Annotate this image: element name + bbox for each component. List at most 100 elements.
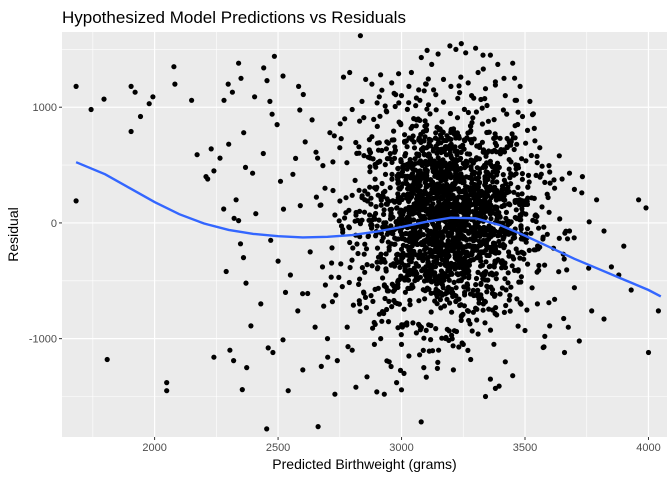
scatter-point	[552, 185, 558, 191]
scatter-point	[397, 264, 403, 270]
scatter-point	[589, 308, 595, 314]
scatter-point	[367, 184, 373, 190]
scatter-point	[440, 76, 447, 82]
scatter-point	[396, 100, 402, 106]
scatter-point	[268, 237, 274, 243]
scatter-point	[469, 328, 475, 334]
scatter-point	[398, 158, 404, 165]
scatter-point	[485, 277, 491, 283]
scatter-point	[427, 275, 433, 281]
scatter-point	[389, 304, 395, 310]
scatter-point	[357, 221, 363, 227]
scatter-point	[422, 296, 428, 302]
scatter-point	[422, 188, 428, 194]
scatter-point	[406, 204, 412, 210]
y-axis-ticks: -1000 0 1000	[29, 102, 62, 346]
scatter-point	[364, 374, 370, 380]
scatter-point	[425, 183, 431, 189]
scatter-point	[475, 69, 481, 76]
scatter-point	[531, 125, 537, 131]
scatter-point	[510, 235, 516, 241]
scatter-point	[510, 256, 517, 262]
scatter-point	[374, 259, 380, 265]
scatter-point	[374, 389, 380, 395]
scatter-point	[332, 212, 338, 218]
scatter-point	[383, 268, 389, 274]
scatter-point	[507, 175, 513, 181]
scatter-point	[430, 239, 436, 246]
scatter-point	[242, 164, 249, 170]
scatter-point	[517, 212, 523, 218]
scatter-point	[391, 263, 398, 269]
scatter-point	[402, 268, 408, 274]
scatter-point	[533, 172, 539, 178]
scatter-point	[466, 243, 473, 249]
scatter-point	[379, 318, 385, 324]
scatter-point	[525, 172, 532, 178]
scatter-point	[493, 164, 499, 170]
scatter-point	[465, 109, 471, 116]
scatter-point	[404, 243, 410, 249]
scatter-point	[384, 109, 390, 115]
scatter-point	[519, 176, 526, 182]
scatter-point	[378, 72, 384, 78]
scatter-point	[477, 142, 483, 149]
scatter-point	[408, 69, 414, 76]
scatter-point	[546, 300, 552, 306]
scatter-point	[402, 289, 408, 295]
scatter-point	[441, 202, 447, 209]
scatter-point	[398, 122, 404, 128]
scatter-point	[492, 140, 498, 146]
scatter-point	[353, 139, 359, 146]
scatter-point	[433, 130, 439, 136]
scatter-point	[447, 110, 453, 117]
scatter-point	[466, 268, 472, 274]
scatter-point	[439, 335, 445, 341]
scatter-point	[458, 165, 464, 172]
scatter-point	[225, 81, 231, 87]
scatter-point	[514, 216, 520, 222]
scatter-point	[576, 338, 582, 344]
scatter-point	[438, 290, 444, 296]
scatter-point	[440, 129, 446, 135]
scatter-point	[450, 193, 456, 199]
scatter-point	[401, 306, 407, 312]
scatter-point	[517, 201, 523, 208]
scatter-point	[413, 103, 419, 109]
scatter-point	[559, 176, 565, 182]
scatter-point	[387, 151, 393, 157]
scatter-point	[338, 261, 344, 267]
scatter-point	[601, 228, 607, 234]
scatter-point	[400, 181, 406, 187]
scatter-point	[523, 239, 529, 245]
scatter-point	[407, 175, 414, 181]
scatter-point	[446, 144, 452, 151]
scatter-point	[461, 260, 467, 266]
scatter-point	[556, 153, 562, 159]
scatter-point	[478, 258, 484, 264]
scatter-point	[356, 187, 362, 193]
scatter-point	[338, 223, 345, 229]
scatter-point	[287, 272, 293, 278]
scatter-point	[474, 165, 480, 171]
scatter-point	[481, 270, 487, 276]
scatter-point	[337, 145, 343, 151]
scatter-point	[490, 179, 496, 185]
scatter-point	[435, 51, 441, 57]
scatter-point	[517, 255, 523, 261]
scatter-point	[533, 212, 539, 218]
scatter-point	[456, 223, 462, 229]
scatter-point	[444, 174, 450, 180]
scatter-point	[436, 225, 442, 231]
scatter-point	[362, 294, 369, 300]
scatter-point	[353, 384, 359, 390]
scatter-point	[456, 344, 462, 350]
scatter-point	[404, 166, 410, 172]
scatter-point	[463, 237, 470, 243]
scatter-point	[359, 193, 365, 199]
scatter-point	[340, 229, 346, 235]
scatter-point	[507, 308, 513, 314]
scatter-point	[408, 259, 414, 265]
scatter-point	[385, 319, 392, 325]
